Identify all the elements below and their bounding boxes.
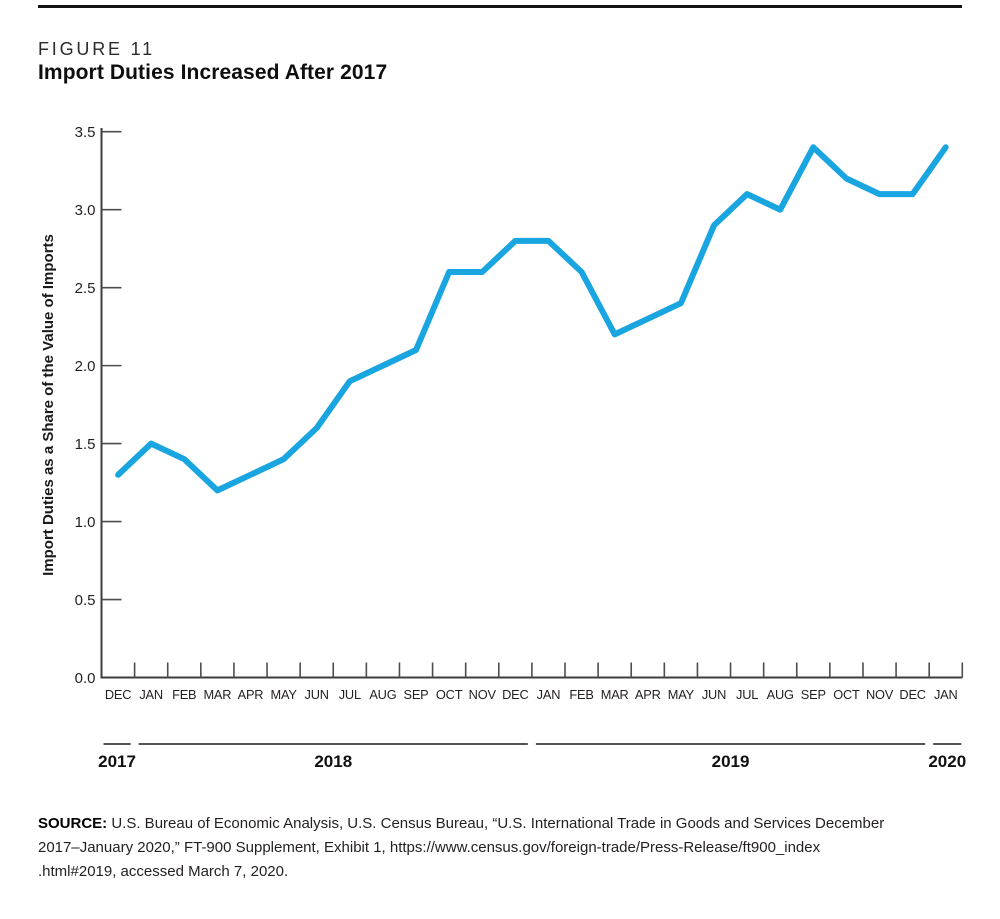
month-label: FEB <box>172 687 196 702</box>
source-line: 2017–January 2020,” FT-900 Supplement, E… <box>38 839 821 856</box>
y-tick-label: 3.5 <box>75 124 96 141</box>
month-label: APR <box>238 687 264 702</box>
month-label: MAY <box>668 687 695 702</box>
month-label: NOV <box>469 687 497 702</box>
month-label: JUN <box>305 687 329 702</box>
month-label: JAN <box>934 687 958 702</box>
y-tick-label: 0.0 <box>75 670 96 687</box>
month-label: NOV <box>866 687 894 702</box>
month-label: JUL <box>736 687 758 702</box>
month-label: OCT <box>833 687 860 702</box>
month-label: DEC <box>502 687 528 702</box>
month-label: AUG <box>369 687 396 702</box>
year-label: 2020 <box>928 752 966 771</box>
month-label: DEC <box>105 687 131 702</box>
month-label: AUG <box>767 687 794 702</box>
y-tick-label: 2.5 <box>75 280 96 297</box>
source-line: U.S. Bureau of Economic Analysis, U.S. C… <box>111 815 885 832</box>
year-label: 2019 <box>712 752 750 771</box>
month-label: SEP <box>801 687 826 702</box>
month-label: FEB <box>569 687 593 702</box>
y-tick-label: 3.0 <box>75 202 96 219</box>
month-label: DEC <box>899 687 925 702</box>
y-tick-label: 0.5 <box>75 592 96 609</box>
month-label: JAN <box>139 687 163 702</box>
month-label: MAY <box>270 687 297 702</box>
source-note: SOURCE: U.S. Bureau of Economic Analysis… <box>38 812 970 884</box>
month-label: MAR <box>203 687 231 702</box>
month-label: OCT <box>436 687 463 702</box>
data-line <box>115 144 949 494</box>
y-tick-label: 1.0 <box>75 514 96 531</box>
month-label: APR <box>635 687 661 702</box>
month-label: JUN <box>702 687 726 702</box>
year-label: 2017 <box>98 752 136 771</box>
month-label: MAR <box>601 687 629 702</box>
month-label: JUL <box>339 687 361 702</box>
month-label: SEP <box>404 687 429 702</box>
top-rule <box>38 5 962 8</box>
figure-number: FIGURE 11 <box>38 39 155 59</box>
y-tick-label: 2.0 <box>75 358 96 375</box>
source-line: .html#2019, accessed March 7, 2020. <box>38 863 289 880</box>
figure-title: Import Duties Increased After 2017 <box>38 61 388 84</box>
year-label: 2018 <box>314 752 352 771</box>
y-tick-label: 1.5 <box>75 436 96 453</box>
month-label: JAN <box>537 687 561 702</box>
source-label: SOURCE: <box>38 815 108 832</box>
